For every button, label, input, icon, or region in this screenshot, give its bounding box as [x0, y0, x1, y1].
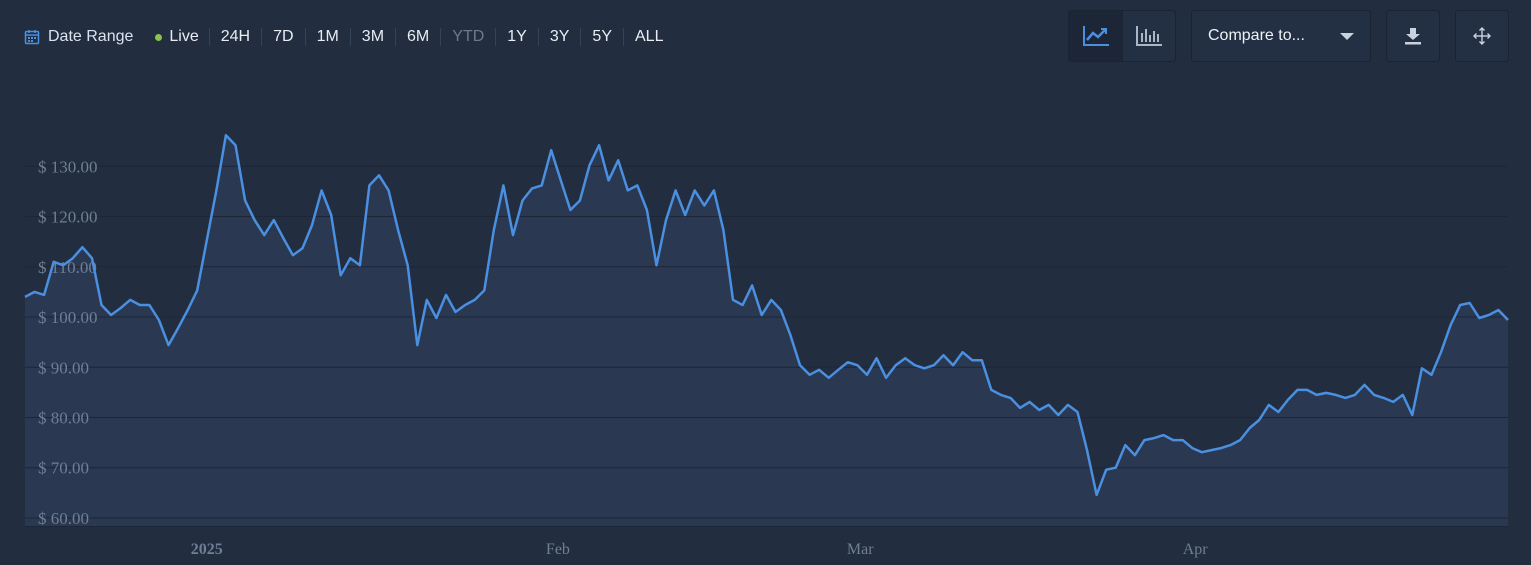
range-button[interactable]: 5Y — [581, 28, 624, 46]
range-button[interactable]: 1M — [306, 28, 351, 46]
x-tick-label: Mar — [847, 541, 874, 558]
bar-icon — [1136, 26, 1162, 46]
y-tick-label: $ 130.00 — [38, 157, 98, 176]
y-tick-label: $ 70.00 — [38, 459, 89, 478]
range-button[interactable]: 3Y — [539, 28, 582, 46]
x-tick-label: 2025 — [191, 541, 223, 558]
live-dot — [155, 33, 163, 41]
date-range-label: Date Range — [48, 28, 134, 45]
download-icon — [1405, 28, 1421, 45]
area — [25, 135, 1508, 526]
live-label: Live — [169, 28, 199, 45]
y-tick-label: $ 110.00 — [38, 258, 97, 277]
caret — [1340, 33, 1354, 40]
range-button[interactable]: 7D — [262, 28, 306, 46]
move-button[interactable] — [1455, 10, 1509, 62]
x-tick-label: Feb — [546, 541, 570, 558]
y-tick-label: $ 100.00 — [38, 308, 98, 327]
y-tick-label: $ 80.00 — [38, 408, 89, 427]
calendar-icon — [24, 30, 40, 45]
range-button[interactable]: 3M — [351, 28, 397, 46]
range-button[interactable]: YTD — [441, 28, 497, 46]
line-chart-button[interactable] — [1068, 10, 1123, 62]
x-tick-label: Apr — [1183, 541, 1209, 558]
download-button[interactable] — [1386, 10, 1440, 62]
compare-dropdown[interactable]: Compare to... — [1191, 10, 1371, 62]
bar-chart-button[interactable] — [1122, 10, 1176, 62]
compare-label: Compare to... — [1208, 27, 1305, 44]
move-icon — [1473, 27, 1491, 45]
price-line — [24, 133, 1509, 497]
live-button[interactable]: Live — [143, 28, 210, 46]
range-button[interactable]: 6M — [396, 28, 442, 46]
y-tick-label: $ 60.00 — [38, 509, 89, 528]
y-tick-label: $ 90.00 — [38, 358, 89, 377]
y-tick-label: $ 120.00 — [38, 208, 98, 227]
x-axis-band — [25, 526, 1508, 527]
range-button[interactable]: 24H — [210, 28, 263, 46]
range-button[interactable]: ALL — [635, 28, 664, 45]
range-buttons: 24H 7D 1M 3M 6M YTD 1Y 3Y 5Y ALL — [210, 28, 675, 46]
range-button[interactable]: 1Y — [496, 28, 539, 46]
date-range[interactable]: Date Range — [24, 28, 133, 46]
toolbar: Date Range Live 24H 7D 1M 3M 6M YTD 1Y 3Y 5Y ALL — [24, 24, 674, 50]
line-icon — [1082, 26, 1109, 46]
